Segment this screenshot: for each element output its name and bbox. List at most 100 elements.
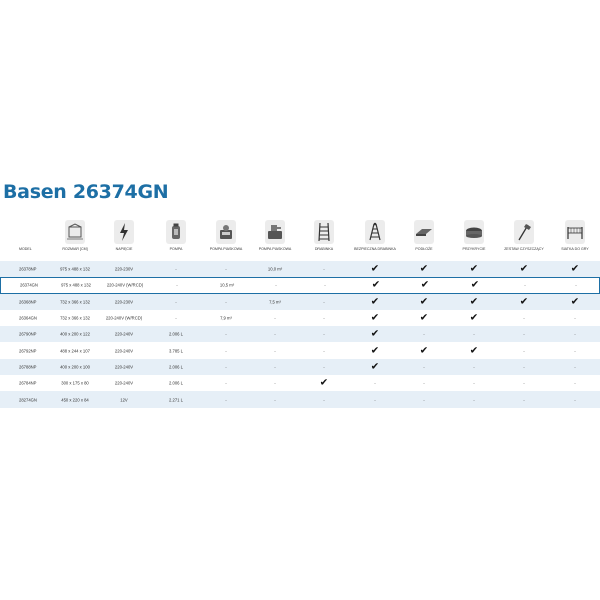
table-cell: -: [524, 282, 526, 288]
table-cell: 10,0 m³: [267, 266, 283, 272]
table-cell: -: [225, 299, 227, 305]
table-cell: -: [323, 266, 325, 272]
check-icon: ✔: [469, 263, 479, 275]
check-icon: ✔: [370, 345, 380, 357]
table-row: 26792NP 488 x 244 x 107 220-240V 3.785 L - - -…: [0, 343, 600, 359]
table-cell: -: [274, 331, 276, 337]
table-cell: -: [523, 331, 525, 337]
check-icon: ✔: [419, 296, 429, 308]
lightning-icon: [114, 220, 134, 244]
table-cell: -: [523, 380, 525, 386]
table-row: 26374GN 975 x 488 x 132 220-240V (W/RCD) - 1…: [0, 277, 600, 294]
check-icon: ✔: [370, 361, 380, 373]
check-icon: ✔: [519, 263, 529, 275]
table-cell: -: [423, 331, 425, 337]
table-cell: -: [523, 364, 525, 370]
table-cell: 3.785 L: [169, 348, 183, 354]
table-cell: 7,9 m³: [220, 315, 232, 321]
table-cell: -: [225, 266, 227, 272]
check-icon: ✔: [370, 312, 380, 324]
model-cell: 26374GN: [20, 282, 38, 288]
table-cell: -: [323, 331, 325, 337]
table-cell: -: [523, 397, 525, 403]
table-row: 26364GN 732 x 366 x 132 220-240V (W/RCD) - 7…: [0, 310, 600, 326]
table-cell: 220-240V: [114, 364, 134, 370]
filter-pump-icon: [166, 220, 186, 244]
table-cell: 975 x 488 x 132: [60, 266, 90, 272]
table-cell: -: [274, 348, 276, 354]
table-cell: -: [523, 315, 525, 321]
model-cell: 26378NP: [19, 266, 37, 272]
table-cell: -: [574, 348, 576, 354]
table-cell: 732 x 366 x 132: [60, 315, 90, 321]
table-cell: -: [374, 380, 376, 386]
table-cell: -: [175, 315, 177, 321]
table-cell: -: [473, 397, 475, 403]
table-cell: 220-230V: [114, 299, 134, 305]
table-cell: -: [274, 397, 276, 403]
column-header: POMPA PIASKOWA: [209, 247, 243, 251]
table-cell: -: [274, 380, 276, 386]
table-cell: 2.006 L: [169, 331, 183, 337]
model-cell: 26788NP: [19, 364, 37, 370]
table-cell: -: [423, 380, 425, 386]
model-cell: 26784NP: [19, 380, 37, 386]
table-cell: -: [374, 397, 376, 403]
column-header: POMPA: [169, 247, 183, 251]
table-cell: 488 x 244 x 107: [60, 348, 90, 354]
table-cell: 12V: [120, 397, 128, 403]
column-header: SIATKA DO GRY: [561, 247, 589, 251]
feature-icon-row: [0, 220, 600, 248]
table-cell: -: [175, 299, 177, 305]
column-header: PRZYKRYCIE: [462, 247, 486, 251]
table-cell: -: [574, 315, 576, 321]
table-cell: 220-230V: [114, 266, 134, 272]
table-cell: 450 x 220 x 84: [61, 397, 89, 403]
table-cell: 732 x 366 x 132: [60, 299, 90, 305]
table-cell: -: [323, 299, 325, 305]
page-title: Basen 26374GN: [3, 181, 169, 203]
column-header: MODEL: [19, 247, 32, 251]
table-cell: -: [523, 348, 525, 354]
model-cell: 26790NP: [19, 331, 37, 337]
model-cell: 28274GN: [19, 397, 37, 403]
table-cell: 7,5 m³: [269, 299, 281, 305]
table-cell: -: [323, 397, 325, 403]
check-icon: ✔: [370, 296, 380, 308]
check-icon: ✔: [370, 328, 380, 340]
safety-ladder-icon: [365, 220, 385, 244]
table-row: 26788NP 400 x 200 x 100 220-240V 2.006 L - - -…: [0, 358, 600, 376]
check-icon: ✔: [570, 296, 580, 308]
check-icon: ✔: [570, 263, 580, 275]
cleaning-kit-icon: [514, 220, 534, 244]
table-cell: -: [225, 364, 227, 370]
check-icon: ✔: [470, 279, 480, 291]
table-row: 26378NP 975 x 488 x 132 220-230V - - 10,0 m³ -…: [0, 261, 600, 278]
model-cell: 26364GN: [19, 315, 37, 321]
column-header: DRABINKA: [314, 247, 334, 251]
check-icon: ✔: [469, 312, 479, 324]
column-header: ZESTAW CZYSZCZĄCY: [504, 247, 544, 251]
table-row: 26784NP 300 x 175 x 80 220-240V 2.006 L - - ✔ -…: [0, 375, 600, 391]
table-cell: -: [225, 331, 227, 337]
sand-pump-2-icon: [265, 220, 285, 244]
column-header: POMPA PIASKOWA: [258, 247, 292, 251]
table-cell: -: [274, 364, 276, 370]
ground-cloth-icon: [414, 220, 434, 244]
table-cell: -: [225, 397, 227, 403]
column-header: ROZMIAR [CM]: [62, 247, 88, 251]
check-icon: ✔: [519, 296, 529, 308]
model-cell: 26368NP: [19, 299, 37, 305]
table-cell: 10,5 m³: [219, 282, 235, 288]
table-cell: 400 x 200 x 100: [60, 364, 90, 370]
check-icon: ✔: [319, 377, 329, 389]
table-cell: 220-240V (W/RCD): [105, 315, 143, 321]
table-cell: -: [574, 380, 576, 386]
table-cell: -: [575, 282, 577, 288]
table-cell: 400 x 200 x 122: [60, 331, 90, 337]
table-cell: -: [473, 331, 475, 337]
table-cell: -: [275, 282, 277, 288]
table-cell: -: [225, 348, 227, 354]
table-cell: -: [324, 282, 326, 288]
ladder-icon: [314, 220, 334, 244]
